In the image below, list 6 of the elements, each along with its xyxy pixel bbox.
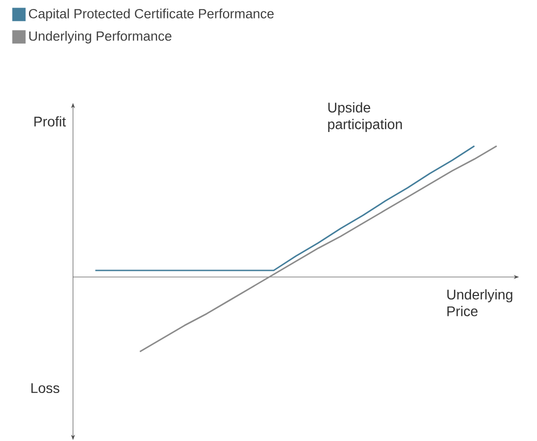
text: Loss xyxy=(31,383,60,394)
legend-label: Capital Protected Certificate Performance xyxy=(28,8,274,22)
y-axis-title: Profit xyxy=(34,116,66,127)
legend-label: Underlying Performance xyxy=(29,31,172,44)
text: Upside participation xyxy=(328,102,402,132)
x-axis-title: Underlying Price xyxy=(447,289,512,316)
